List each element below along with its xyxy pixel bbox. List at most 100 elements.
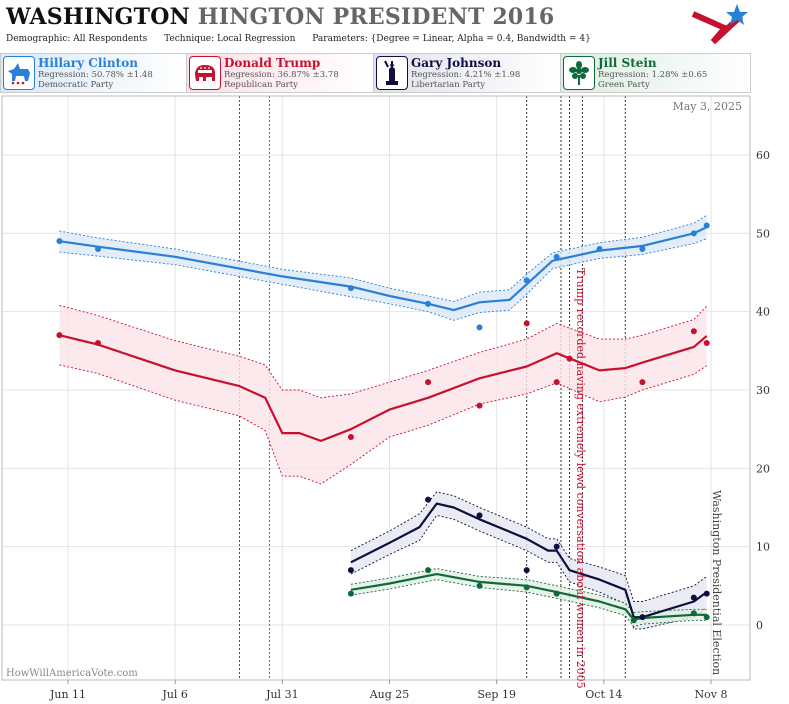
poll-point bbox=[56, 332, 63, 339]
x-tick-label: Jun 11 bbox=[49, 688, 86, 701]
candidate-card-stein[interactable]: Jill Stein Regression: 1.28% ±0.65 Green… bbox=[560, 53, 751, 93]
poll-point bbox=[553, 590, 560, 597]
candidate-name: Jill Stein bbox=[598, 56, 657, 70]
confidence-band bbox=[350, 568, 707, 627]
poll-point bbox=[347, 590, 354, 597]
candidate-party: Libertarian Party bbox=[411, 80, 486, 90]
poll-point bbox=[630, 617, 637, 624]
lower-bound-line bbox=[59, 364, 707, 485]
candidate-regression: Regression: 1.28% ±0.65 bbox=[598, 70, 708, 80]
x-tick-label: Oct 14 bbox=[585, 688, 622, 701]
poll-point bbox=[476, 582, 483, 589]
candidate-regression: Regression: 36.87% ±3.78 bbox=[224, 70, 339, 80]
parameters-text: Parameters: {Degree = Linear, Alpha = 0.… bbox=[312, 34, 591, 44]
y-tick-label: 20 bbox=[756, 462, 770, 475]
trend-line bbox=[350, 573, 707, 621]
poll-point bbox=[703, 340, 710, 346]
poll-point bbox=[523, 567, 530, 574]
x-tick-label: Jul 31 bbox=[265, 688, 299, 701]
upper-bound-line bbox=[59, 304, 708, 399]
y-tick-label: 50 bbox=[756, 227, 770, 240]
poll-point bbox=[639, 246, 646, 252]
y-tick-label: 40 bbox=[756, 306, 770, 319]
upper-bound-line bbox=[59, 214, 707, 302]
x-tick-label: Aug 25 bbox=[369, 688, 410, 701]
upper-bound-line bbox=[350, 491, 707, 602]
poll-point bbox=[476, 324, 483, 331]
poll-point bbox=[703, 614, 710, 621]
title-race: HINGTON PRESIDENT 2016 bbox=[197, 4, 555, 30]
poll-point bbox=[425, 567, 432, 574]
poll-point bbox=[425, 379, 432, 386]
y-tick-label: 30 bbox=[756, 384, 770, 397]
upper-bound-line bbox=[350, 568, 707, 613]
liberty-statue-icon bbox=[376, 56, 408, 90]
poll-point bbox=[95, 340, 102, 346]
trend-lines bbox=[59, 226, 708, 621]
candidate-name: Donald Trump bbox=[224, 56, 321, 70]
candidate-legend: Hillary Clinton Regression: 50.78% ±1.48… bbox=[0, 53, 751, 93]
poll-point bbox=[596, 246, 603, 252]
title-state: WASHINGTON bbox=[6, 4, 190, 30]
candidate-regression: Regression: 4.21% ±1.98 bbox=[411, 70, 521, 80]
trend-line bbox=[59, 226, 708, 312]
donkey-icon bbox=[3, 56, 35, 90]
candidate-party: Republican Party bbox=[224, 80, 298, 90]
event-annotation: Trump recorded having extremely lewd con… bbox=[574, 268, 587, 689]
elephant-icon bbox=[189, 56, 221, 90]
y-tick-label: 0 bbox=[756, 619, 763, 632]
trend-line bbox=[350, 502, 708, 619]
y-tick-label: 60 bbox=[756, 149, 770, 162]
poll-point bbox=[425, 496, 432, 503]
poll-point bbox=[425, 300, 432, 307]
poll-point bbox=[347, 567, 354, 574]
candidate-name: Gary Johnson bbox=[411, 56, 502, 70]
candidate-card-johnson[interactable]: Gary Johnson Regression: 4.21% ±1.98 Lib… bbox=[373, 53, 562, 93]
poll-point bbox=[95, 246, 102, 252]
poll-point bbox=[347, 285, 354, 292]
poll-point bbox=[690, 594, 697, 601]
poll-point bbox=[476, 512, 483, 519]
poll-point bbox=[553, 543, 560, 550]
candidate-name: Hillary Clinton bbox=[38, 56, 138, 70]
watermark-text: HowWillAmericaVote.com bbox=[6, 668, 138, 679]
poll-point bbox=[476, 402, 483, 409]
confidence-band bbox=[59, 215, 707, 321]
demographic-text: Demographic: All Respondents bbox=[6, 34, 148, 44]
x-tick-label: Sep 19 bbox=[477, 688, 516, 701]
technique-text: Technique: Local Regression bbox=[164, 34, 296, 44]
date-label: May 3, 2025 bbox=[672, 100, 742, 113]
x-tick-label: Nov 8 bbox=[695, 688, 728, 701]
poll-point bbox=[347, 434, 354, 440]
plot-border bbox=[1, 95, 751, 681]
candidate-card-clinton[interactable]: Hillary Clinton Regression: 50.78% ±1.48… bbox=[0, 53, 188, 93]
poll-point bbox=[639, 614, 646, 621]
poll-point bbox=[523, 584, 530, 591]
page-title: WASHINGTON HINGTON PRESIDENT 2016 bbox=[6, 4, 554, 30]
site-logo-icon bbox=[691, 4, 748, 45]
confidence-bands bbox=[59, 214, 708, 630]
poll-point bbox=[690, 328, 697, 335]
poll-point bbox=[690, 230, 697, 237]
poll-point bbox=[639, 379, 646, 386]
candidate-regression: Regression: 50.78% ±1.48 bbox=[38, 70, 153, 80]
poll-point bbox=[690, 610, 697, 617]
candidate-card-trump[interactable]: Donald Trump Regression: 36.87% ±3.78 Re… bbox=[186, 53, 375, 93]
poll-point bbox=[523, 320, 530, 327]
poll-point bbox=[703, 222, 710, 229]
candidate-party: Democratic Party bbox=[38, 80, 114, 90]
poll-point bbox=[553, 253, 560, 260]
y-tick-label: 10 bbox=[756, 541, 770, 554]
annotations: May 3, 2025 HowWillAmericaVote.com Trump r… bbox=[6, 100, 742, 689]
parameters-line: Demographic: All Respondents Technique: … bbox=[6, 34, 591, 44]
green-flower-icon bbox=[563, 56, 595, 90]
poll-point bbox=[553, 379, 560, 386]
trend-line bbox=[59, 334, 708, 442]
poll-point bbox=[523, 277, 530, 284]
confidence-band bbox=[59, 305, 707, 484]
x-tick-label: Jul 6 bbox=[161, 688, 188, 701]
poll-point bbox=[56, 238, 63, 245]
poll-point bbox=[566, 355, 573, 362]
